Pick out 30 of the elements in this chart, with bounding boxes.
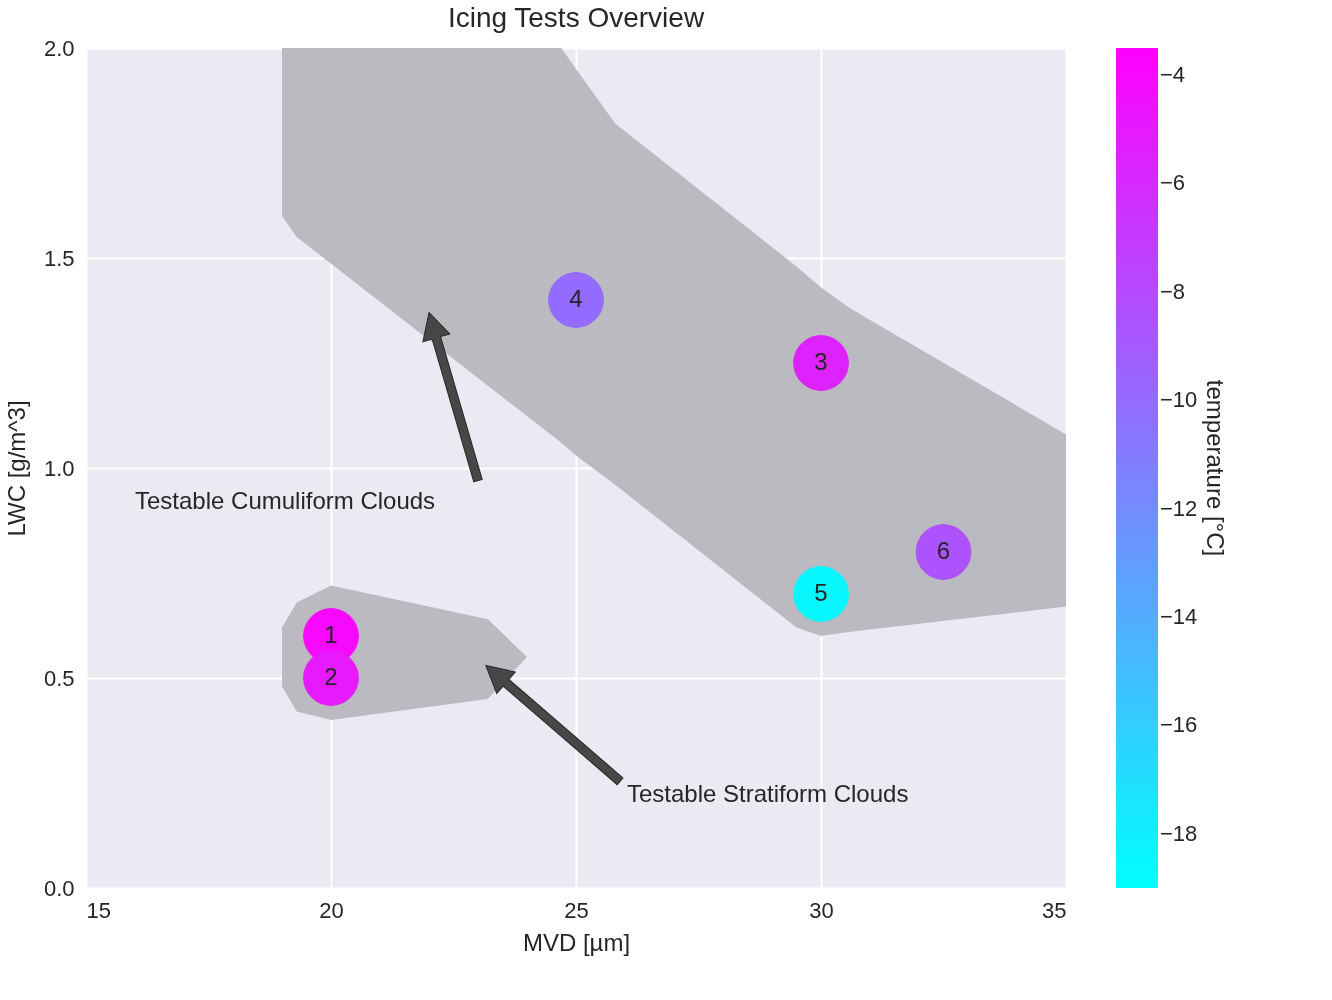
color-bar-label: −18 bbox=[1160, 820, 1198, 846]
annotation: Testable Cumuliform Clouds bbox=[135, 486, 436, 514]
y-axis-title: LWC [g/m^3] bbox=[2, 400, 30, 537]
y-tick-label: 1.0 bbox=[43, 455, 75, 481]
annotation: 1 bbox=[324, 621, 338, 648]
x-axis-title: MVD [µm] bbox=[522, 928, 631, 956]
y-tick-label: 0.5 bbox=[43, 665, 75, 691]
x-tick-label: 25 bbox=[564, 897, 589, 923]
x-tick-label: 35 bbox=[1042, 897, 1067, 923]
color-bar-label: −6 bbox=[1160, 170, 1186, 196]
annotation: 4 bbox=[569, 285, 583, 312]
color-bar-label: −8 bbox=[1160, 278, 1186, 304]
y-tick-label: 0.0 bbox=[43, 875, 75, 901]
annotation: 2 bbox=[324, 663, 338, 690]
color-bar-label: −14 bbox=[1160, 604, 1198, 630]
color-bar-title: temperature [°C] bbox=[1202, 379, 1229, 557]
chart-title: Icing Tests Overview bbox=[447, 2, 705, 33]
y-tick-label: 1.5 bbox=[43, 245, 75, 271]
color-bar-label: −4 bbox=[1160, 62, 1186, 88]
x-tick-label: 15 bbox=[86, 897, 111, 923]
color-bar-label: −16 bbox=[1160, 712, 1198, 738]
x-tick-label: 20 bbox=[319, 897, 344, 923]
y-tick-label: 2.0 bbox=[43, 35, 75, 61]
annotation: 6 bbox=[936, 537, 951, 564]
x-tick-label: 30 bbox=[809, 897, 834, 923]
annotation: 3 bbox=[814, 348, 828, 375]
color-bar-label: −10 bbox=[1160, 387, 1198, 413]
annotation: 5 bbox=[814, 579, 828, 606]
color-bar-label: −12 bbox=[1160, 495, 1198, 521]
annotation: Testable Stratiform Clouds bbox=[626, 779, 909, 807]
